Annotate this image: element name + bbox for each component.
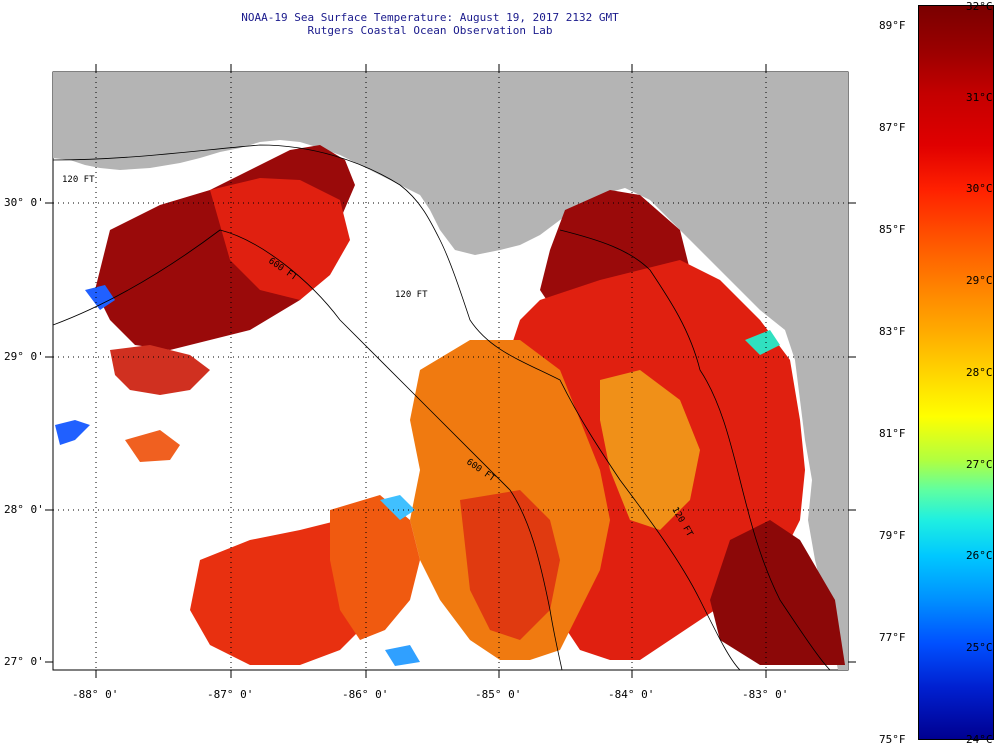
land-mass	[53, 72, 848, 670]
lon-label: -88° 0'	[72, 688, 119, 701]
colorbar-f-label: 75°F	[879, 733, 906, 746]
lon-label: -86° 0'	[342, 688, 389, 701]
lon-label: -83° 0'	[742, 688, 789, 701]
colorbar-f-label: 77°F	[879, 631, 906, 644]
colorbar-f-label: 79°F	[879, 529, 906, 542]
lon-label: -85° 0'	[475, 688, 522, 701]
lat-label: 29° 0'	[4, 350, 44, 363]
isobath-label: 120 FT	[62, 175, 95, 185]
colorbar-c-label: 31°C	[966, 91, 993, 104]
lat-label: 30° 0'	[4, 196, 44, 209]
lat-label: 27° 0'	[4, 655, 44, 668]
colorbar-f-label: 87°F	[879, 121, 906, 134]
isobath-label: 120 FT	[395, 290, 428, 300]
colorbar-c-label: 30°C	[966, 182, 993, 195]
colorbar-f-label: 81°F	[879, 427, 906, 440]
color-scale-bar	[918, 5, 994, 740]
colorbar-c-label: 26°C	[966, 549, 993, 562]
map-subtitle: Rutgers Coastal Ocean Observation Lab	[307, 24, 553, 37]
lon-label: -87° 0'	[207, 688, 254, 701]
colorbar-f-label: 85°F	[879, 223, 906, 236]
colorbar-c-label: 25°C	[966, 641, 993, 654]
colorbar-c-label: 29°C	[966, 274, 993, 287]
colorbar-c-label: 32°C	[966, 0, 993, 13]
isobath-lines	[52, 144, 831, 671]
map-title: NOAA-19 Sea Surface Temperature: August …	[241, 11, 619, 24]
frame-ticks	[45, 64, 856, 678]
colorbar-c-label: 27°C	[966, 458, 993, 471]
colorbar-f-label: 89°F	[879, 19, 906, 32]
lon-label: -84° 0'	[608, 688, 655, 701]
colorbar-f-label: 83°F	[879, 325, 906, 338]
sst-data	[55, 145, 845, 666]
colorbar-c-label: 24°C	[966, 733, 993, 746]
lat-label: 28° 0'	[4, 503, 44, 516]
colorbar-c-label: 28°C	[966, 366, 993, 379]
